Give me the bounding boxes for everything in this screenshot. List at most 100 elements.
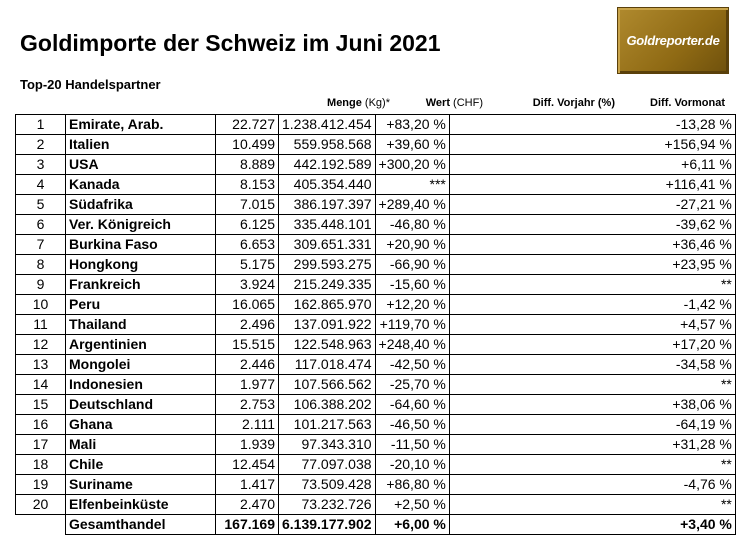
cell-menge: 5.175 <box>215 254 279 275</box>
table-row: 20 Elfenbeinküste 2.470 73.232.726 +2,50 % ** <box>15 494 736 515</box>
table-row: 7 Burkina Faso 6.653 309.651.331 +20,90 % +36… <box>15 234 736 255</box>
header-wert: Wert (CHF) <box>425 97 483 109</box>
cell-country: Frankreich <box>65 274 216 295</box>
cell-vormonat: +23,95 % <box>448 254 736 275</box>
cell-vormonat: ** <box>448 374 736 395</box>
cell-country: Argentinien <box>65 334 216 355</box>
cell-wert: 137.091.922 <box>278 314 376 335</box>
cell-vormonat: +6,11 % <box>448 154 736 175</box>
cell-vormonat: -39,62 % <box>448 214 736 235</box>
cell-vormonat: -1,42 % <box>448 294 736 315</box>
cell-country: Ver. Königreich <box>65 214 216 235</box>
cell-vormonat: +31,28 % <box>448 434 736 455</box>
cell-menge: 1.939 <box>215 434 279 455</box>
cell-rank: 15 <box>15 394 66 415</box>
cell-rank: 8 <box>15 254 66 275</box>
cell-vormonat: ** <box>448 274 736 295</box>
table-row: 19 Suriname 1.417 73.509.428 +86,80 % -4,76 % <box>15 474 736 495</box>
cell-menge: 3.924 <box>215 274 279 295</box>
cell-vorjahr: -66,90 % <box>374 254 450 275</box>
table-row: 8 Hongkong 5.175 299.593.275 -66,90 % +23,95 … <box>15 254 736 275</box>
cell-vormonat: -4,76 % <box>448 474 736 495</box>
cell-vorjahr: -25,70 % <box>374 374 450 395</box>
header-vormonat: Diff. Vormonat <box>650 97 725 109</box>
cell-rank: 6 <box>15 214 66 235</box>
cell-menge: 15.515 <box>215 334 279 355</box>
cell-vormonat: -64,19 % <box>448 414 736 435</box>
cell-rank: 7 <box>15 234 66 255</box>
cell-wert: 559.958.568 <box>278 134 376 155</box>
cell-wert: 405.354.440 <box>278 174 376 195</box>
cell-rank: 13 <box>15 354 66 375</box>
cell-wert: 97.343.310 <box>278 434 376 455</box>
cell-country: Hongkong <box>65 254 216 275</box>
cell-menge: 16.065 <box>215 294 279 315</box>
cell-vorjahr: +2,50 % <box>374 494 450 515</box>
cell-vorjahr: +39,60 % <box>374 134 450 155</box>
cell-vorjahr: +20,90 % <box>374 234 450 255</box>
table-row: 9 Frankreich 3.924 215.249.335 -15,60 % ** <box>15 274 736 295</box>
total-menge: 167.169 <box>215 514 279 535</box>
cell-vormonat: +36,46 % <box>448 234 736 255</box>
cell-vorjahr: -15,60 % <box>374 274 450 295</box>
cell-vorjahr: +119,70 % <box>374 314 450 335</box>
total-row: Gesamthandel 167.169 6.139.177.902 +6,00 % +… <box>15 514 736 535</box>
cell-wert: 73.232.726 <box>278 494 376 515</box>
cell-vormonat: -27,21 % <box>448 194 736 215</box>
cell-rank: 20 <box>15 494 66 515</box>
total-label: Gesamthandel <box>65 514 216 535</box>
cell-menge: 10.499 <box>215 134 279 155</box>
table-row: 18 Chile 12.454 77.097.038 -20,10 % ** <box>15 454 736 475</box>
cell-rank: 18 <box>15 454 66 475</box>
table-row: 13 Mongolei 2.446 117.018.474 -42,50 % -34,58… <box>15 354 736 375</box>
total-wert: 6.139.177.902 <box>278 514 376 535</box>
cell-vorjahr: +86,80 % <box>374 474 450 495</box>
cell-rank: 1 <box>15 114 66 135</box>
cell-rank: 10 <box>15 294 66 315</box>
cell-wert: 215.249.335 <box>278 274 376 295</box>
cell-rank: 12 <box>15 334 66 355</box>
cell-vorjahr: -46,50 % <box>374 414 450 435</box>
cell-vorjahr: -42,50 % <box>374 354 450 375</box>
cell-vormonat: ** <box>448 494 736 515</box>
cell-vorjahr: +12,20 % <box>374 294 450 315</box>
cell-menge: 12.454 <box>215 454 279 475</box>
cell-vorjahr: +248,40 % <box>374 334 450 355</box>
table-row: 10 Peru 16.065 162.865.970 +12,20 % -1,42 % <box>15 294 736 315</box>
cell-menge: 6.125 <box>215 214 279 235</box>
cell-vorjahr: +83,20 % <box>374 114 450 135</box>
cell-menge: 8.153 <box>215 174 279 195</box>
cell-wert: 309.651.331 <box>278 234 376 255</box>
cell-vorjahr: +300,20 % <box>374 154 450 175</box>
table-row: 6 Ver. Königreich 6.125 335.448.101 -46,80 %… <box>15 214 736 235</box>
cell-country: Mali <box>65 434 216 455</box>
cell-vormonat: +17,20 % <box>448 334 736 355</box>
trade-partners-table: 1 Emirate, Arab. 22.727 1.238.412.454 +83,20… <box>15 114 736 535</box>
cell-country: Suriname <box>65 474 216 495</box>
cell-country: Ghana <box>65 414 216 435</box>
cell-rank: 3 <box>15 154 66 175</box>
table-row: 1 Emirate, Arab. 22.727 1.238.412.454 +83,20… <box>15 114 736 135</box>
cell-wert: 107.566.562 <box>278 374 376 395</box>
cell-wert: 106.388.202 <box>278 394 376 415</box>
cell-country: Südafrika <box>65 194 216 215</box>
cell-menge: 2.470 <box>215 494 279 515</box>
cell-rank: 16 <box>15 414 66 435</box>
cell-vormonat: +38,06 % <box>448 394 736 415</box>
table-row: 11 Thailand 2.496 137.091.922 +119,70 % +4,57… <box>15 314 736 335</box>
cell-menge: 2.111 <box>215 414 279 435</box>
cell-country: USA <box>65 154 216 175</box>
cell-country: Burkina Faso <box>65 234 216 255</box>
cell-rank: 19 <box>15 474 66 495</box>
blank-cell <box>15 514 66 535</box>
cell-vorjahr: -20,10 % <box>374 454 450 475</box>
cell-menge: 1.977 <box>215 374 279 395</box>
subtitle: Top-20 Handelspartner <box>20 77 161 92</box>
cell-menge: 2.753 <box>215 394 279 415</box>
cell-menge: 8.889 <box>215 154 279 175</box>
cell-menge: 1.417 <box>215 474 279 495</box>
table-row: 17 Mali 1.939 97.343.310 -11,50 % +31,28 % <box>15 434 736 455</box>
cell-country: Deutschland <box>65 394 216 415</box>
cell-menge: 2.446 <box>215 354 279 375</box>
cell-rank: 4 <box>15 174 66 195</box>
